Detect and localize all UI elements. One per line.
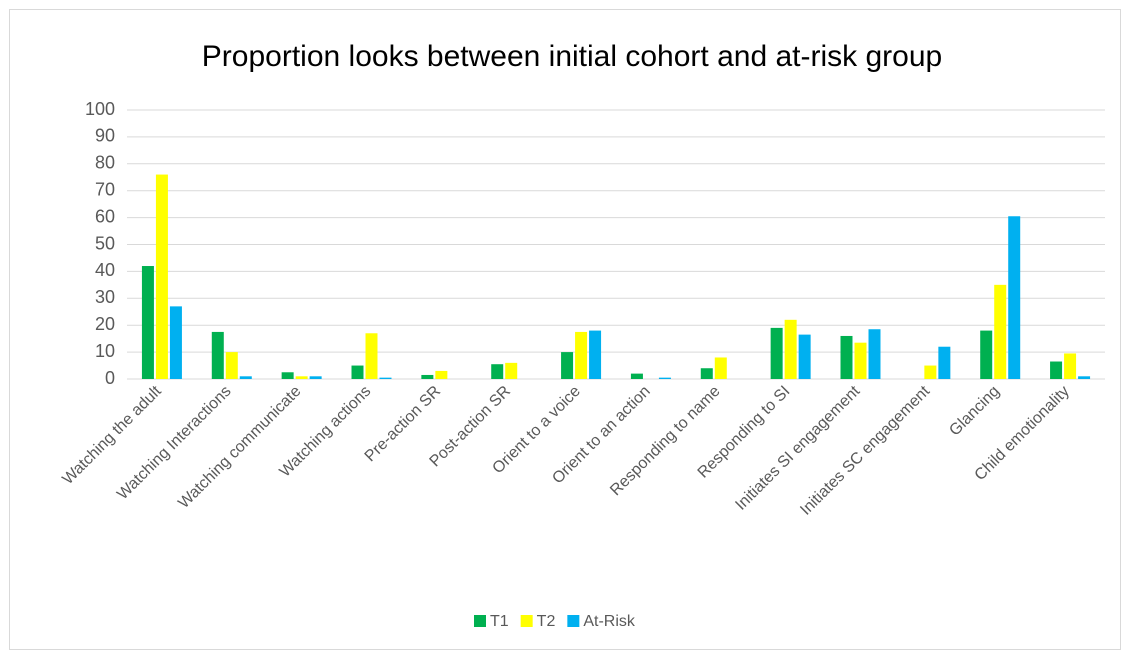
y-tick-label: 100 [85,99,115,119]
bar [994,284,1007,379]
legend-swatch [520,615,533,627]
bar [868,329,881,379]
bar [938,346,951,379]
legend-swatch [474,615,486,627]
bar [770,327,783,379]
bar [1064,353,1077,379]
bar [840,335,853,379]
y-tick-label: 50 [95,233,115,253]
bar [435,370,448,379]
bar [714,357,727,379]
bar [798,334,811,379]
bar [351,365,364,379]
legend-label: T2 [537,613,556,630]
y-tick-label: 90 [95,126,115,146]
bar [141,266,154,379]
legend-label: At-Risk [583,613,636,630]
bar [365,333,378,379]
legend-swatch [567,615,580,627]
bar [239,376,252,379]
y-tick-label: 10 [95,341,115,361]
bar [1050,361,1063,379]
y-tick-label: 80 [95,153,115,173]
bar [169,306,182,379]
bar [630,373,643,379]
bar [700,368,713,379]
y-tick-label: 20 [95,314,115,334]
y-tick-label: 70 [95,179,115,199]
bar [225,352,238,379]
bar [980,330,993,379]
bar [924,365,937,379]
bar [784,319,797,379]
bar [281,372,294,379]
bar [491,364,504,379]
y-tick-label: 60 [95,206,115,226]
bar [295,376,308,379]
chart-border [9,9,1121,650]
bar [575,331,588,379]
bar [1078,376,1091,379]
y-tick-label: 40 [95,260,115,280]
bar [309,376,322,379]
bar [561,352,574,379]
y-tick-label: 0 [105,368,115,388]
bar [505,362,518,379]
bar [658,377,671,379]
bar [211,331,224,379]
chart-title: Proportion looks between initial cohort … [202,40,942,73]
bar [155,174,168,379]
bar [589,330,602,379]
bar [854,342,867,379]
bar [421,374,434,379]
bar [1008,216,1021,379]
y-tick-label: 30 [95,287,115,307]
legend-label: T1 [490,613,509,630]
bar [379,377,392,379]
